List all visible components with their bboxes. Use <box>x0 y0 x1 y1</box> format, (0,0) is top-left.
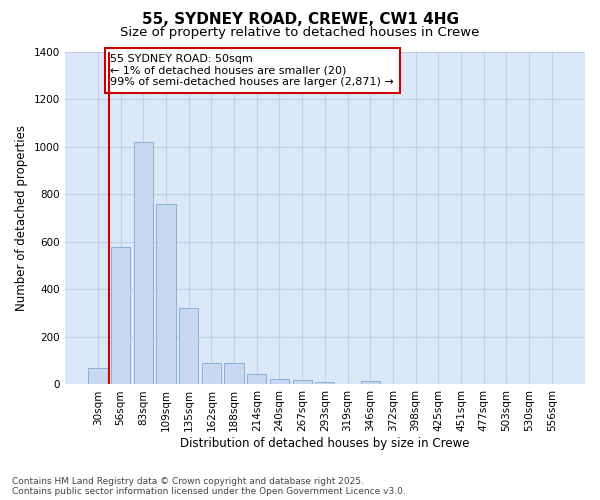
Bar <box>361 381 380 384</box>
Bar <box>111 246 130 384</box>
Text: Size of property relative to detached houses in Crewe: Size of property relative to detached ho… <box>121 26 479 39</box>
Bar <box>315 382 334 384</box>
Bar <box>247 374 266 384</box>
Bar <box>202 363 221 384</box>
Bar <box>134 142 153 384</box>
Text: Contains HM Land Registry data © Crown copyright and database right 2025.
Contai: Contains HM Land Registry data © Crown c… <box>12 476 406 496</box>
Text: 55, SYDNEY ROAD, CREWE, CW1 4HG: 55, SYDNEY ROAD, CREWE, CW1 4HG <box>142 12 458 28</box>
Bar <box>293 380 312 384</box>
Bar <box>224 363 244 384</box>
Bar <box>157 204 176 384</box>
Bar <box>179 308 199 384</box>
X-axis label: Distribution of detached houses by size in Crewe: Distribution of detached houses by size … <box>180 437 470 450</box>
Bar <box>270 378 289 384</box>
Text: 55 SYDNEY ROAD: 50sqm
← 1% of detached houses are smaller (20)
99% of semi-detac: 55 SYDNEY ROAD: 50sqm ← 1% of detached h… <box>110 54 394 87</box>
Y-axis label: Number of detached properties: Number of detached properties <box>15 125 28 311</box>
Bar <box>88 368 107 384</box>
